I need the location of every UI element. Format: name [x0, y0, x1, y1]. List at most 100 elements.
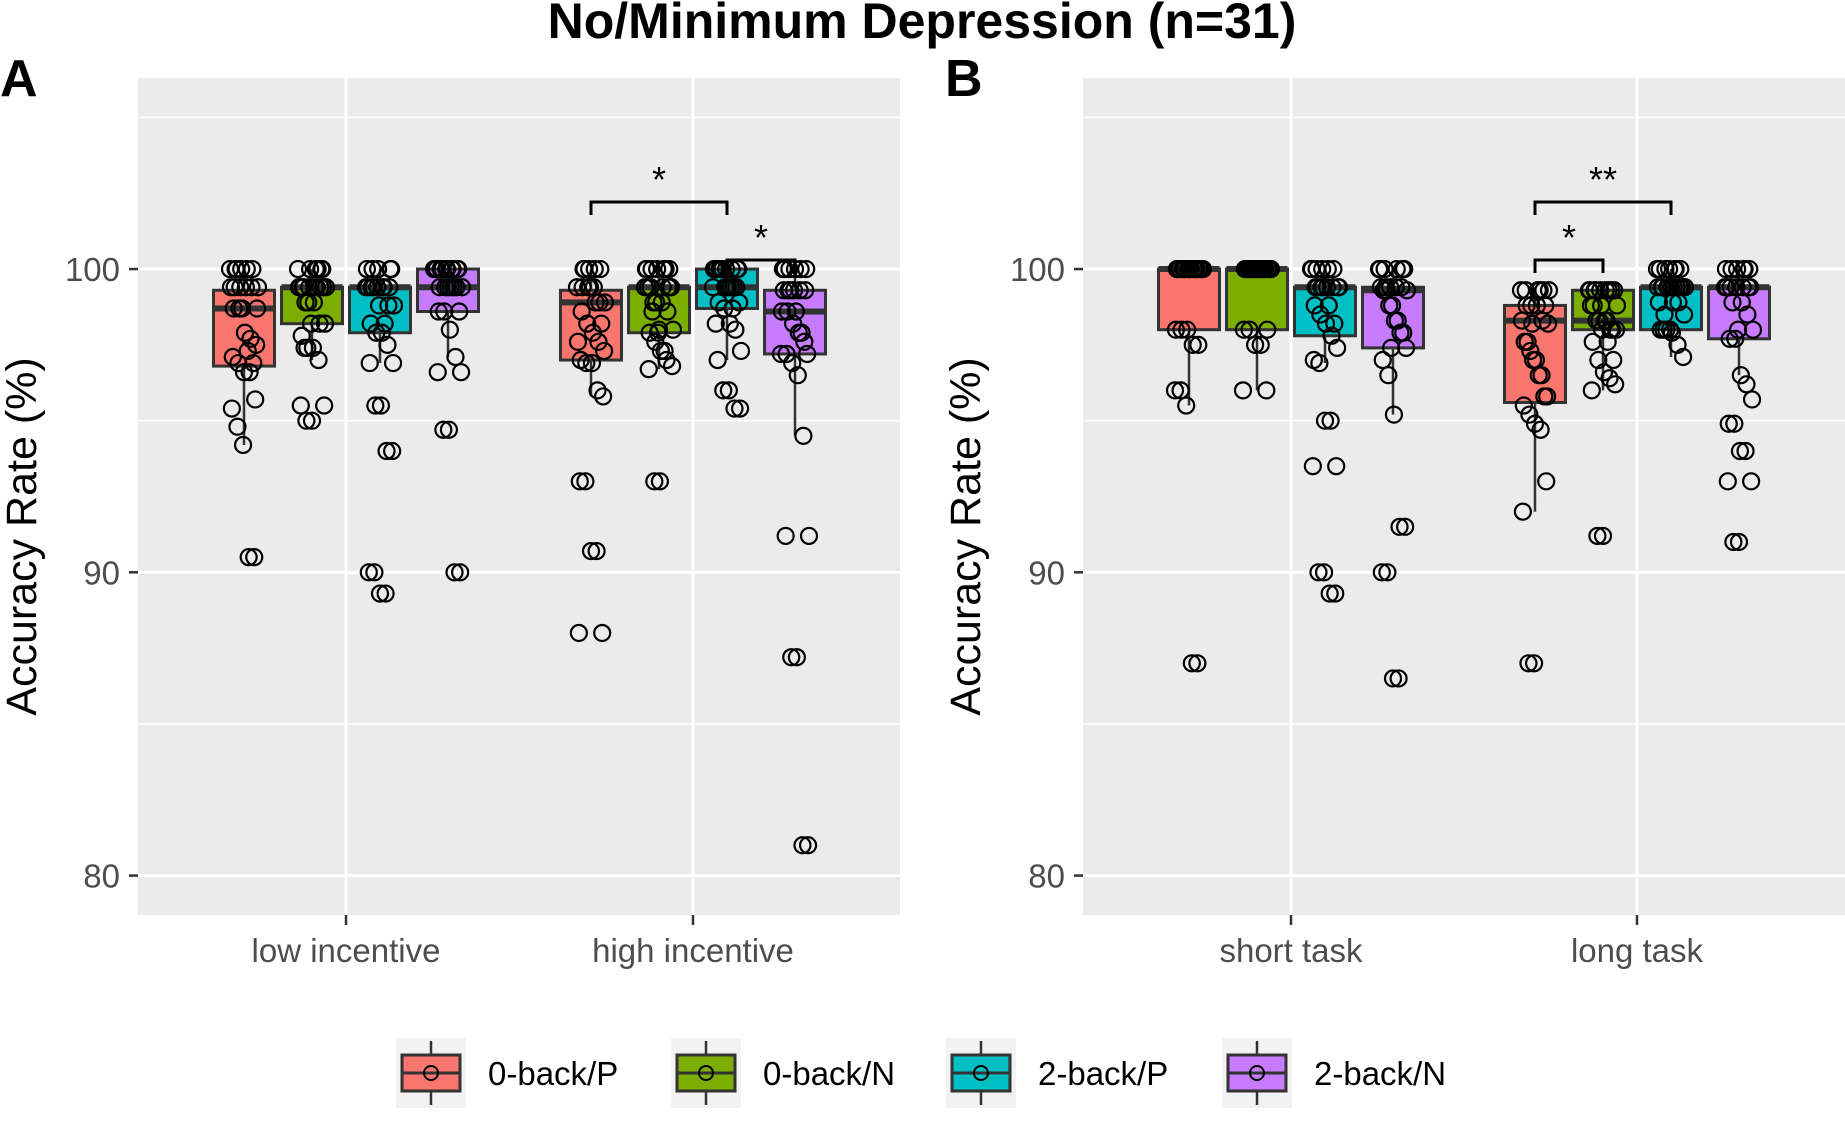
data-point: [426, 259, 445, 279]
data-point: [1648, 278, 1668, 297]
data-point: [794, 426, 813, 445]
legend: 0-back/P 0-back/N 2-back/P 2-back/N: [396, 1038, 1446, 1108]
legend-point: [423, 1065, 439, 1081]
data-point: [595, 293, 615, 312]
significance-bracket: [1533, 200, 1673, 215]
data-point: [1326, 584, 1345, 603]
data-point: [1250, 259, 1269, 279]
box-short-task-0-back-p: [1157, 259, 1221, 673]
y-axis-label: Accuracy Rate (%): [0, 357, 46, 715]
data-point: [1529, 366, 1548, 385]
data-point: [1656, 259, 1675, 279]
data-point: [645, 472, 664, 491]
data-point: [786, 302, 806, 321]
significance-annotation: *: [725, 217, 797, 273]
data-point: [309, 350, 328, 370]
data-point: [1536, 296, 1555, 315]
data-point: [382, 259, 401, 279]
data-point: [452, 278, 472, 297]
data-point: [231, 278, 250, 297]
data-point: [1660, 320, 1680, 339]
data-point: [1177, 396, 1196, 415]
significance-label: *: [754, 217, 768, 258]
data-point: [289, 278, 309, 297]
data-point: [587, 541, 606, 561]
data-point: [1525, 414, 1545, 433]
y-tick-label: 100: [1010, 251, 1065, 288]
box-body: [1225, 267, 1289, 332]
box-high-incentive-0-back-p: [559, 259, 623, 643]
data-point: [1239, 259, 1258, 279]
data-point: [1166, 320, 1186, 339]
data-point: [1517, 296, 1536, 315]
data-point: [1383, 669, 1403, 688]
data-point: [1724, 532, 1743, 552]
box-low-incentive-2-back-n: [416, 259, 480, 582]
data-point: [360, 353, 379, 373]
data-point: [227, 259, 246, 279]
data-point: [793, 836, 812, 855]
data-point: [434, 420, 453, 439]
data-point: [1257, 381, 1276, 400]
data-point: [1535, 387, 1554, 406]
data-point: [295, 338, 314, 358]
data-point: [1370, 259, 1390, 279]
data-point: [301, 259, 320, 279]
data-point: [315, 314, 335, 333]
data-point: [444, 278, 463, 297]
data-point: [369, 296, 389, 315]
data-point: [1725, 414, 1744, 433]
box-short-task-2-back-n: [1361, 259, 1425, 688]
data-point: [577, 353, 596, 373]
data-point: [575, 259, 594, 279]
data-point: [1251, 335, 1270, 354]
legend-label: 0-back/P: [488, 1055, 618, 1092]
data-point: [656, 259, 675, 279]
data-point: [315, 396, 334, 415]
data-point: [1654, 320, 1673, 339]
data-point: [439, 420, 459, 439]
data-point: [1259, 259, 1278, 279]
data-point: [288, 259, 308, 279]
box-high-incentive-2-back-p: [695, 259, 759, 418]
box-body: [1157, 267, 1221, 332]
data-point: [308, 259, 327, 279]
data-point: [576, 472, 595, 491]
panel-b: 80 90 100 short task long task B Accuracy Rate…: [942, 50, 1845, 969]
x-tick-label: long task: [1571, 932, 1704, 969]
data-point: [1384, 405, 1404, 424]
x-tick-label: low incentive: [252, 932, 441, 969]
box-low-incentive-2-back-p: [348, 259, 412, 603]
significance-annotation: **: [1533, 159, 1673, 215]
data-point: [1258, 320, 1277, 339]
data-point: [1328, 338, 1347, 358]
data-point: [798, 344, 817, 364]
data-point: [302, 411, 322, 430]
data-point: [241, 329, 260, 348]
data-point: [366, 396, 385, 415]
box-high-incentive-2-back-n: [763, 259, 827, 855]
significance-label: **: [1589, 159, 1617, 200]
data-point: [377, 441, 396, 461]
legend-item-0-back-p: 0-back/P: [396, 1038, 618, 1108]
data-point: [364, 278, 383, 297]
data-point: [592, 314, 611, 333]
data-point: [1313, 259, 1332, 279]
data-point: [1598, 332, 1617, 351]
data-point: [1189, 335, 1208, 354]
significance-annotation: *: [1533, 217, 1605, 273]
data-point: [1172, 320, 1191, 339]
data-point: [1605, 281, 1624, 300]
data-point: [799, 526, 819, 546]
data-point: [383, 353, 403, 373]
data-point: [1593, 526, 1613, 546]
legend-label: 2-back/P: [1038, 1055, 1168, 1092]
legend-item-2-back-p: 2-back/P: [946, 1038, 1168, 1108]
data-point: [568, 332, 588, 351]
data-point: [1734, 259, 1753, 279]
data-point: [1389, 669, 1408, 688]
data-point: [1716, 259, 1736, 279]
data-point: [440, 320, 459, 339]
data-point: [433, 259, 452, 279]
data-point: [725, 399, 744, 418]
